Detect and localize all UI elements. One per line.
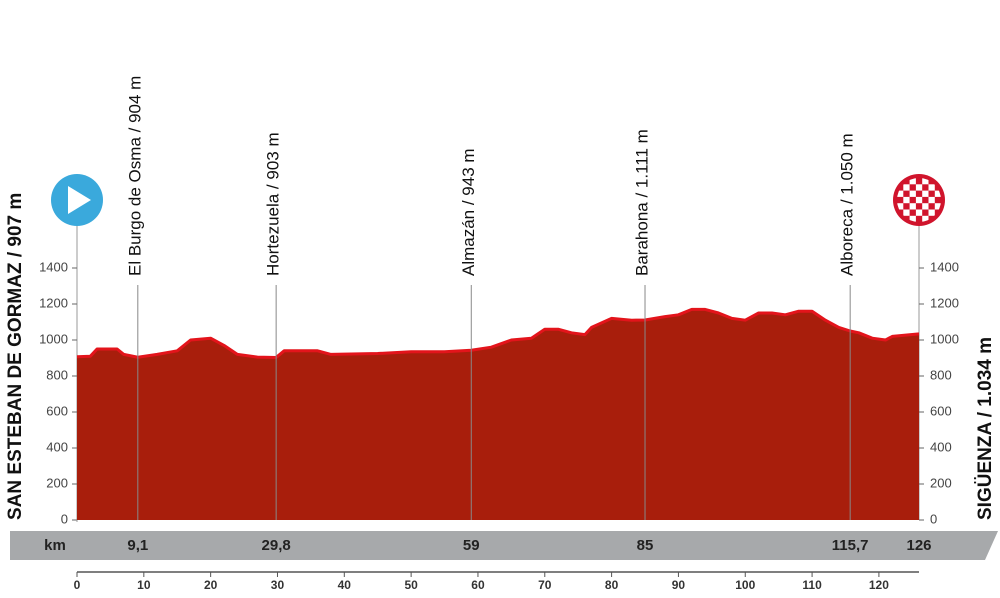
elevation-area	[77, 309, 919, 520]
elevation-edge	[76, 307, 920, 359]
y-tick-label-right: 600	[930, 403, 952, 418]
x-tick-label: 80	[605, 578, 619, 592]
y-tick-label: 400	[46, 439, 68, 454]
waypoint-km: 9,1	[127, 537, 148, 554]
x-tick-label: 50	[404, 578, 418, 592]
x-tick-label: 90	[672, 578, 686, 592]
check	[915, 196, 923, 204]
check	[909, 178, 916, 185]
check	[928, 196, 935, 204]
check	[922, 178, 929, 185]
y-tick-label-right: 400	[930, 439, 952, 454]
y-tick-label: 800	[46, 367, 68, 382]
waypoint-km: 85	[637, 537, 654, 554]
check	[909, 190, 916, 197]
check	[909, 215, 916, 222]
y-tick-label: 600	[46, 403, 68, 418]
x-tick-label: 20	[204, 578, 218, 592]
check	[915, 184, 923, 191]
check	[922, 190, 929, 197]
x-tick-label: 10	[137, 578, 151, 592]
y-tick-label-right: 1400	[930, 259, 959, 274]
y-tick-label: 1200	[39, 295, 68, 310]
check	[928, 209, 935, 216]
check	[897, 203, 904, 210]
finish-km: 126	[906, 537, 931, 554]
finish-label: SIGÜENZA / 1.034 m	[975, 337, 996, 520]
check	[922, 215, 929, 222]
check	[903, 209, 910, 216]
y-tick-label-right: 800	[930, 367, 952, 382]
y-tick-label-right: 0	[930, 511, 937, 526]
waypoint-label: Barahona / 1.111 m	[633, 129, 652, 276]
check	[934, 190, 941, 197]
check	[915, 209, 923, 216]
check	[909, 203, 916, 210]
check	[928, 184, 935, 191]
y-tick-label-right: 1200	[930, 295, 959, 310]
y-tick-label: 1400	[39, 259, 68, 274]
check	[934, 203, 941, 210]
y-tick-label-right: 200	[930, 475, 952, 490]
km-band	[10, 531, 998, 560]
x-tick-label: 0	[74, 578, 81, 592]
y-tick-label-right: 1000	[930, 331, 959, 346]
x-tick-label: 30	[271, 578, 285, 592]
waypoint-km: 59	[463, 537, 480, 554]
y-tick-label: 200	[46, 475, 68, 490]
check	[922, 203, 929, 210]
check	[903, 196, 910, 204]
start-label: SAN ESTEBAN DE GORMAZ / 907 m	[5, 193, 26, 520]
waypoint-label: El Burgo de Osma / 904 m	[125, 76, 144, 276]
start-icon	[51, 174, 103, 226]
y-tick-label: 0	[61, 511, 68, 526]
check	[897, 190, 904, 197]
x-tick-label: 70	[538, 578, 552, 592]
x-tick-label: 110	[802, 578, 822, 592]
km-unit: km	[44, 537, 66, 554]
x-tick-label: 40	[338, 578, 352, 592]
waypoint-label: Alboreca / 1.050 m	[838, 133, 857, 276]
check	[903, 184, 910, 191]
waypoint-km: 29,8	[262, 537, 291, 554]
waypoint-label: Almazán / 943 m	[459, 148, 478, 276]
x-tick-label: 100	[735, 578, 755, 592]
waypoint-label: Hortezuela / 903 m	[264, 132, 283, 276]
x-tick-label: 60	[471, 578, 485, 592]
x-tick-label: 120	[869, 578, 889, 592]
y-tick-label: 1000	[39, 331, 68, 346]
finish-icon	[893, 174, 945, 226]
waypoint-km: 115,7	[832, 537, 869, 554]
